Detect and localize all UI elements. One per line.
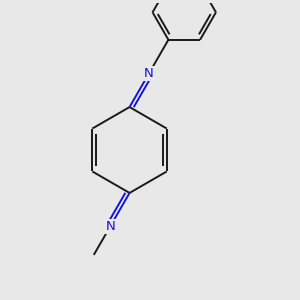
Text: N: N bbox=[144, 67, 154, 80]
Text: N: N bbox=[105, 220, 115, 233]
